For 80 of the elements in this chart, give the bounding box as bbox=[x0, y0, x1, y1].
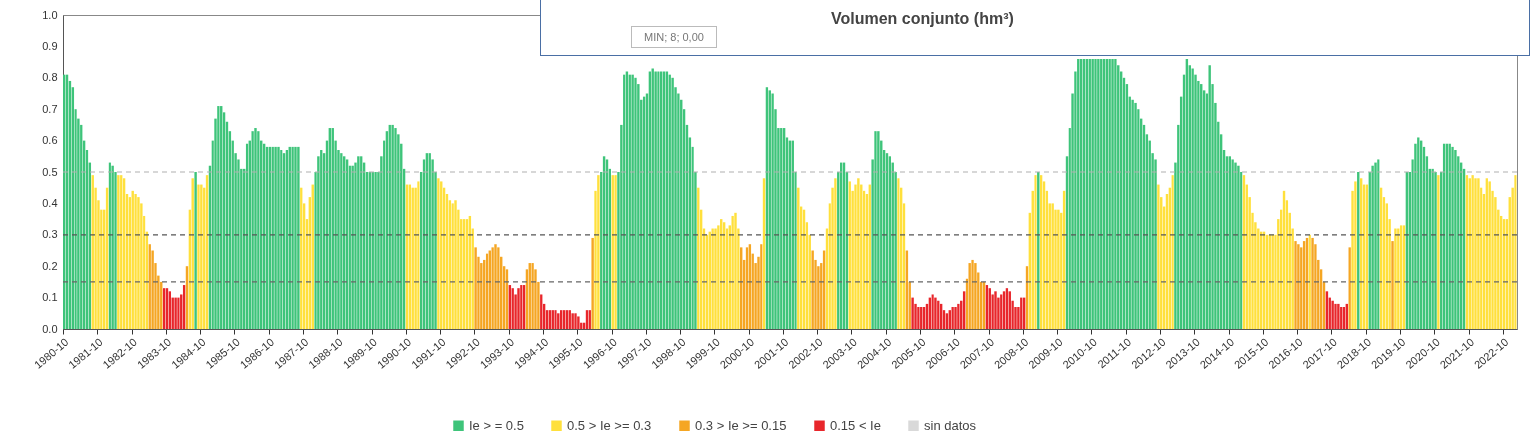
bar bbox=[394, 128, 397, 329]
bar bbox=[911, 297, 914, 329]
bar bbox=[1477, 178, 1480, 329]
bar bbox=[994, 291, 997, 329]
bar bbox=[197, 184, 200, 329]
y-tick-label: 0.2 bbox=[42, 259, 58, 272]
legend-label: 0.5 > Ie >= 0.3 bbox=[567, 417, 652, 433]
bar bbox=[731, 215, 734, 329]
bar bbox=[634, 77, 637, 329]
bar bbox=[874, 131, 877, 329]
bar bbox=[1114, 58, 1117, 329]
bar bbox=[760, 244, 763, 329]
y-tick-label: 0.5 bbox=[42, 165, 58, 178]
bar bbox=[251, 131, 254, 329]
bar bbox=[497, 247, 500, 329]
bar bbox=[1448, 143, 1451, 329]
bar bbox=[954, 307, 957, 329]
inset-panel: Volumen conjunto (hm³) MIN; 8; 0,00 bbox=[540, 0, 1530, 56]
bar bbox=[257, 131, 260, 329]
y-tick-label: 0.4 bbox=[42, 196, 58, 209]
bar bbox=[591, 237, 594, 329]
bar bbox=[1514, 175, 1517, 329]
bar bbox=[1337, 303, 1340, 329]
bar bbox=[1454, 150, 1457, 329]
bar bbox=[577, 316, 580, 329]
bar bbox=[811, 250, 814, 329]
bar bbox=[974, 263, 977, 329]
bar bbox=[194, 172, 197, 329]
y-tick-label: 0.7 bbox=[42, 102, 58, 115]
legend-label: Ie > = 0.5 bbox=[469, 417, 524, 433]
y-tick-label: 0.1 bbox=[42, 291, 58, 304]
bar bbox=[1374, 162, 1377, 329]
bar bbox=[108, 162, 111, 329]
bar bbox=[857, 178, 860, 329]
y-tick-label: 0.6 bbox=[42, 134, 58, 147]
annotation: Volumen conjunto (hm³) bbox=[831, 10, 1014, 28]
legend-label: sin datos bbox=[924, 417, 977, 433]
bar bbox=[297, 146, 300, 329]
bar bbox=[351, 165, 354, 329]
bar bbox=[714, 228, 717, 329]
y-tick-label: 0.9 bbox=[42, 39, 58, 52]
bar bbox=[1391, 241, 1394, 329]
annotation: MIN; 8; 0,00 bbox=[631, 26, 717, 48]
bar bbox=[1094, 58, 1097, 329]
bar bbox=[1134, 102, 1137, 329]
legend-label: 0.3 > Ie >= 0.15 bbox=[695, 417, 787, 433]
bar bbox=[968, 263, 971, 329]
bar bbox=[517, 288, 520, 329]
bar bbox=[1334, 303, 1337, 329]
bar bbox=[1377, 159, 1380, 329]
bar bbox=[1474, 178, 1477, 329]
bar bbox=[1371, 165, 1374, 329]
bar bbox=[1208, 65, 1211, 329]
bar bbox=[277, 146, 280, 329]
legend-label: 0.15 < Ie bbox=[830, 417, 881, 433]
bar bbox=[1234, 162, 1237, 329]
bar bbox=[1294, 241, 1297, 329]
bar bbox=[494, 244, 497, 329]
bar bbox=[1354, 181, 1357, 329]
bar bbox=[294, 146, 297, 329]
bar bbox=[834, 178, 837, 329]
bar bbox=[137, 197, 140, 329]
bar bbox=[574, 313, 577, 329]
y-tick-label: 1.0 bbox=[42, 8, 58, 21]
bar bbox=[191, 178, 194, 329]
bar bbox=[1237, 165, 1240, 329]
bar bbox=[897, 178, 900, 329]
bar bbox=[1171, 175, 1174, 329]
bar bbox=[734, 212, 737, 329]
y-tick-label: 0.0 bbox=[42, 322, 58, 335]
bar bbox=[1451, 146, 1454, 329]
y-tick-label: 0.8 bbox=[42, 71, 58, 84]
bar bbox=[474, 247, 477, 329]
bar bbox=[254, 128, 257, 329]
bar bbox=[877, 131, 880, 329]
bar bbox=[111, 165, 114, 329]
bar bbox=[417, 181, 420, 329]
bar bbox=[1157, 184, 1160, 329]
y-tick-label: 0.3 bbox=[42, 228, 58, 241]
bar bbox=[971, 259, 974, 329]
